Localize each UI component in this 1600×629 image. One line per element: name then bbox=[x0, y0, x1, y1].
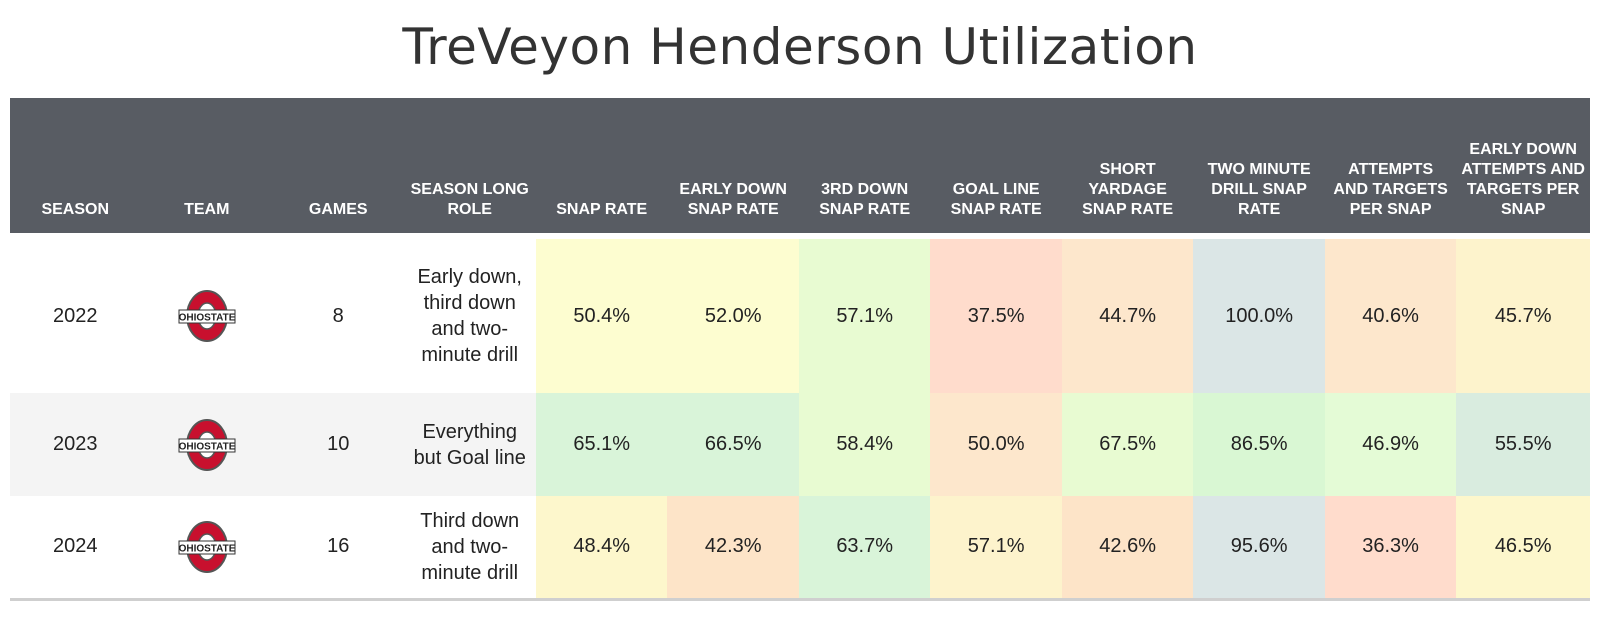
metric-cell: 57.1% bbox=[930, 496, 1062, 601]
metric-cell: 65.1% bbox=[535, 393, 668, 496]
metric-cell: 42.6% bbox=[1061, 496, 1194, 601]
col-header: ATTEMPTS AND TARGETS PER SNAP bbox=[1324, 98, 1457, 233]
season-cell: 2024 bbox=[10, 496, 141, 601]
col-header: GAMES bbox=[272, 98, 404, 233]
metric-cell: 37.5% bbox=[930, 239, 1062, 393]
metric-cell: 55.5% bbox=[1456, 393, 1590, 496]
metric-cell: 67.5% bbox=[1061, 393, 1194, 496]
games-cell: 10 bbox=[272, 393, 404, 496]
svg-text:OHIOSTATE: OHIOSTATE bbox=[178, 313, 235, 324]
metric-cell: 86.5% bbox=[1193, 393, 1325, 496]
table-row: 2022 OHIOSTATE 8 Early down, third down and… bbox=[10, 239, 1590, 393]
ohio-state-logo: OHIOSTATE bbox=[178, 290, 235, 342]
metric-cell: 52.0% bbox=[667, 239, 799, 393]
metric-cell: 100.0% bbox=[1193, 239, 1325, 393]
metric-cell: 95.6% bbox=[1193, 496, 1325, 601]
metric-cell: 46.5% bbox=[1456, 496, 1590, 601]
metric-cell: 42.3% bbox=[667, 496, 799, 601]
metric-cell: 58.4% bbox=[798, 393, 931, 496]
metric-cell: 50.0% bbox=[930, 393, 1062, 496]
col-header: SEASON LONG ROLE bbox=[403, 98, 536, 233]
metric-cell: 46.9% bbox=[1324, 393, 1457, 496]
col-header: EARLY DOWN ATTEMPTS AND TARGETS PER SNAP bbox=[1456, 98, 1590, 233]
metric-cell: 36.3% bbox=[1324, 496, 1457, 601]
ohio-state-logo: OHIOSTATE bbox=[178, 418, 235, 471]
metric-cell: 44.7% bbox=[1061, 239, 1194, 393]
metric-cell: 50.4% bbox=[535, 239, 668, 393]
page-title: TreVeyon Henderson Utilization bbox=[402, 18, 1198, 76]
header-row: SEASON TEAM GAMES SEASON LONG ROLE SNAP … bbox=[10, 98, 1590, 233]
col-header: TWO MINUTE DRILL SNAP RATE bbox=[1193, 98, 1325, 233]
col-header: EARLY DOWN SNAP RATE bbox=[667, 98, 799, 233]
svg-text:OHIOSTATE: OHIOSTATE bbox=[178, 543, 235, 554]
team-cell: OHIOSTATE bbox=[140, 393, 273, 496]
svg-text:OHIOSTATE: OHIOSTATE bbox=[178, 441, 235, 452]
games-cell: 16 bbox=[272, 496, 404, 601]
role-cell: Everything but Goal line bbox=[403, 393, 536, 496]
col-header: GOAL LINE SNAP RATE bbox=[930, 98, 1062, 233]
metric-cell: 57.1% bbox=[798, 239, 931, 393]
utilization-table: SEASON TEAM GAMES SEASON LONG ROLE SNAP … bbox=[10, 98, 1590, 601]
metric-cell: 45.7% bbox=[1456, 239, 1590, 393]
team-cell: OHIOSTATE bbox=[140, 496, 273, 601]
col-header: SEASON bbox=[10, 98, 141, 233]
metric-cell: 40.6% bbox=[1324, 239, 1457, 393]
ohio-state-logo: OHIOSTATE bbox=[178, 520, 235, 573]
metric-cell: 66.5% bbox=[667, 393, 799, 496]
col-header: 3RD DOWN SNAP RATE bbox=[798, 98, 931, 233]
season-cell: 2022 bbox=[52, 304, 98, 327]
games-cell: 8 bbox=[332, 304, 344, 327]
table-row: 2024 OHIOSTATE 16 Third down and two-minute… bbox=[10, 496, 1590, 601]
metric-cell: 48.4% bbox=[535, 496, 668, 601]
col-header: SHORT YARDAGE SNAP RATE bbox=[1061, 98, 1194, 233]
season-cell: 2023 bbox=[10, 393, 141, 496]
role-cell: Third down and two-minute drill bbox=[403, 496, 536, 601]
col-header: SNAP RATE bbox=[535, 98, 668, 233]
table-body: 2022 OHIOSTATE 8 Early down, third down and… bbox=[10, 233, 1590, 601]
table-row: 2023 OHIOSTATE 10 Everything but Goal line 6… bbox=[10, 393, 1590, 496]
team-cell: OHIOSTATE bbox=[140, 239, 273, 393]
role-cell: Early down, third down and two-minute dr… bbox=[417, 266, 522, 366]
col-header: TEAM bbox=[140, 98, 273, 233]
metric-cell: 63.7% bbox=[798, 496, 931, 601]
